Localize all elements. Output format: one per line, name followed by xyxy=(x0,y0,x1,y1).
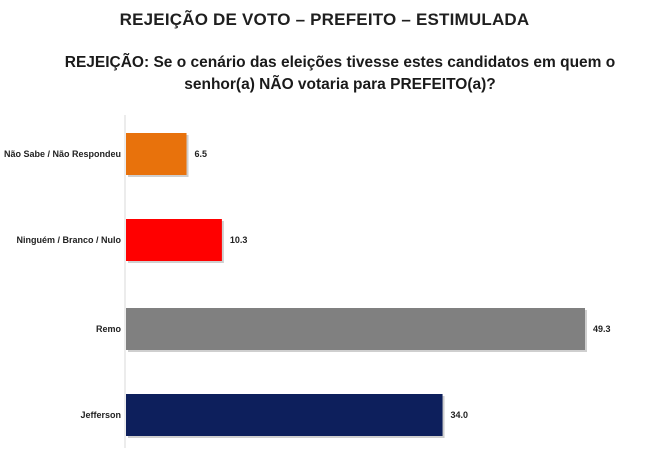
category-label-3: Jefferson xyxy=(80,410,121,420)
value-label-1: 10.3 xyxy=(230,235,248,245)
value-label-3: 34.0 xyxy=(451,410,469,420)
value-label-0: 6.5 xyxy=(195,149,208,159)
category-label-2: Remo xyxy=(96,324,122,334)
chart-subtitle: REJEIÇÃO: Se o cenário das eleições tive… xyxy=(64,54,616,93)
value-label-2: 49.3 xyxy=(593,324,611,334)
bars-group: Não Sabe / Não Respondeu 6.5 Ninguém / Bra… xyxy=(4,133,611,438)
category-label-0: Não Sabe / Não Respondeu xyxy=(4,149,121,159)
bar-1 xyxy=(126,219,222,261)
bar-0 xyxy=(126,133,187,175)
bar-3 xyxy=(126,394,443,436)
category-label-1: Ninguém / Branco / Nulo xyxy=(16,235,121,245)
bar-2 xyxy=(126,308,585,350)
chart-title: REJEIÇÃO DE VOTO – PREFEITO – ESTIMULADA xyxy=(119,10,530,29)
